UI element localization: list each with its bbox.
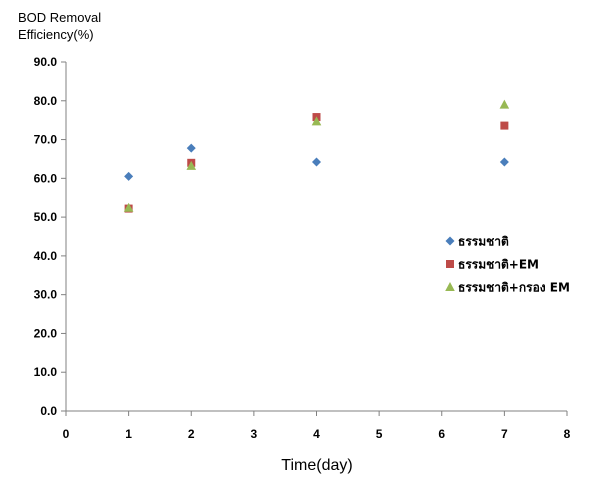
- y-tick-label: 40.0: [34, 249, 58, 263]
- y-tick-label: 10.0: [34, 365, 58, 379]
- axes: [61, 61, 568, 416]
- y-tick-label: 50.0: [34, 210, 58, 224]
- x-tick-labels: 0 1 2 3 4 5 6 7 8: [63, 427, 571, 441]
- data-point-series-1: [186, 143, 196, 153]
- data-point-series-1: [499, 157, 509, 167]
- data-point-series-1: [312, 157, 321, 167]
- legend-label-series-3: ธรรมชาติ+กรอง EM: [458, 281, 570, 295]
- x-tick-label: 1: [125, 427, 132, 441]
- legend-marker-series-1: [445, 236, 455, 246]
- legend-marker-series-3: [445, 282, 455, 291]
- y-tick-label: 80.0: [34, 94, 58, 108]
- x-tick-label: 3: [251, 427, 258, 441]
- y-tick-label: 70.0: [34, 133, 58, 147]
- data-point-series-3: [123, 202, 134, 212]
- y-axis-label-line-2: Efficiency(%): [18, 27, 94, 42]
- data-point-series-3: [311, 116, 322, 126]
- y-tick-label: 30.0: [34, 288, 58, 302]
- legend-label-series-1: ธรรมชาติ: [458, 235, 509, 249]
- x-tick-label: 0: [63, 427, 70, 441]
- legend-marker-series-2: [446, 260, 454, 268]
- legend: ธรรมชาติธรรมชาติ+EM ธรรมชาติ+กรอง EM: [445, 235, 570, 295]
- data-point-series-3: [186, 160, 197, 170]
- y-tick-label: 20.0: [34, 326, 58, 340]
- y-tick-labels: 0.0 10.0 20.0 30.0 40.0 50.0 60.0 70.0 80.0 90.0: [34, 55, 58, 418]
- x-tick-label: 6: [438, 427, 445, 441]
- y-tick-label: 0.0: [40, 404, 57, 418]
- data-point-series-3: [499, 99, 510, 109]
- x-tick-label: 4: [313, 427, 320, 441]
- data-points: [123, 99, 510, 213]
- y-axis-label-line-1: BOD Removal: [18, 10, 101, 25]
- x-tick-label: 8: [564, 427, 571, 441]
- x-tick-label: 7: [501, 427, 508, 441]
- data-point-series-2: [500, 121, 509, 130]
- legend-label-series-2: ธรรมชาติ+EM: [458, 258, 539, 272]
- y-tick-label: 60.0: [34, 171, 58, 185]
- y-tick-label: 90.0: [34, 55, 58, 69]
- data-point-series-1: [124, 171, 134, 181]
- x-tick-label: 2: [188, 427, 195, 441]
- x-tick-label: 5: [376, 427, 383, 441]
- x-axis-label: Time(day): [281, 457, 352, 474]
